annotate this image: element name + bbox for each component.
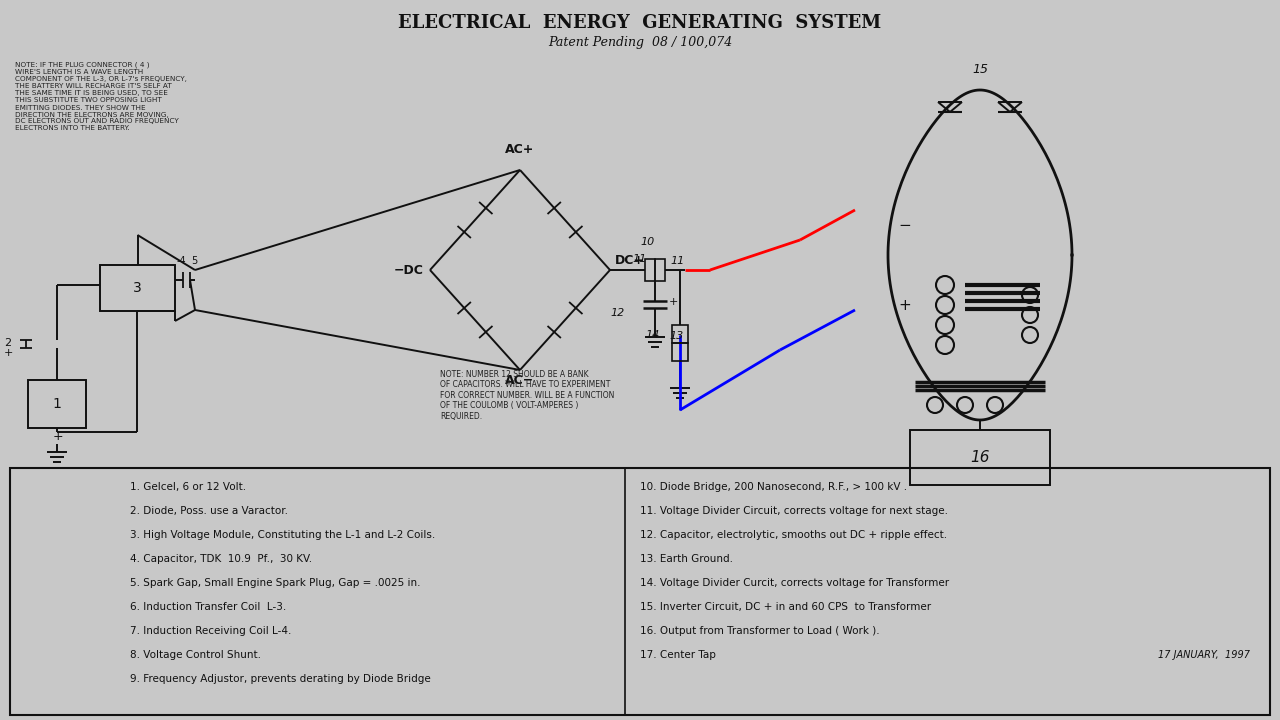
Text: 2: 2 xyxy=(4,338,12,348)
Text: +: + xyxy=(899,297,911,312)
Text: 13. Earth Ground.: 13. Earth Ground. xyxy=(640,554,733,564)
Text: 12. Capacitor, electrolytic, smooths out DC + ripple effect.: 12. Capacitor, electrolytic, smooths out… xyxy=(640,530,947,540)
Text: +: + xyxy=(4,348,13,358)
Bar xyxy=(672,325,689,343)
Text: +: + xyxy=(52,430,64,443)
Text: 12: 12 xyxy=(611,308,625,318)
Text: 11. Voltage Divider Circuit, corrects voltage for next stage.: 11. Voltage Divider Circuit, corrects vo… xyxy=(640,506,948,516)
Bar xyxy=(28,380,86,428)
Text: 8. Voltage Control Shunt.: 8. Voltage Control Shunt. xyxy=(131,650,261,660)
Bar xyxy=(655,259,666,281)
Text: AC−: AC− xyxy=(506,374,535,387)
Text: 7. Induction Receiving Coil L-4.: 7. Induction Receiving Coil L-4. xyxy=(131,626,292,636)
Text: 16. Output from Transformer to Load ( Work ).: 16. Output from Transformer to Load ( Wo… xyxy=(640,626,879,636)
Text: 10. Diode Bridge, 200 Nanosecond, R.F., > 100 kV .: 10. Diode Bridge, 200 Nanosecond, R.F., … xyxy=(640,482,908,492)
Text: 17 JANUARY,  1997: 17 JANUARY, 1997 xyxy=(1158,650,1251,660)
Text: DC+: DC+ xyxy=(614,254,645,267)
Text: 16: 16 xyxy=(970,450,989,465)
Text: 17. Center Tap: 17. Center Tap xyxy=(640,650,716,660)
Text: 5: 5 xyxy=(191,256,197,266)
Text: Patent Pending  08 / 100,074: Patent Pending 08 / 100,074 xyxy=(548,36,732,49)
Text: 6. Induction Transfer Coil  L-3.: 6. Induction Transfer Coil L-3. xyxy=(131,602,287,612)
Text: 3: 3 xyxy=(133,281,142,295)
Text: -4: -4 xyxy=(177,256,187,266)
Text: 4. Capacitor, TDK  10.9  Pf.,  30 KV.: 4. Capacitor, TDK 10.9 Pf., 30 KV. xyxy=(131,554,312,564)
Text: 5. Spark Gap, Small Engine Spark Plug, Gap = .0025 in.: 5. Spark Gap, Small Engine Spark Plug, G… xyxy=(131,578,421,588)
Text: 10: 10 xyxy=(640,237,654,247)
Text: 13: 13 xyxy=(669,331,684,341)
Text: NOTE: IF THE PLUG CONNECTOR ( 4 )
WIRE'S LENGTH IS A WAVE LENGTH
COMPONENT OF TH: NOTE: IF THE PLUG CONNECTOR ( 4 ) WIRE'S… xyxy=(15,62,187,132)
Text: 1: 1 xyxy=(52,397,61,411)
Text: 2. Diode, Poss. use a Varactor.: 2. Diode, Poss. use a Varactor. xyxy=(131,506,288,516)
Text: NOTE: NUMBER 12 SHOULD BE A BANK
OF CAPACITORS. WILL HAVE TO EXPERIMENT
FOR CORR: NOTE: NUMBER 12 SHOULD BE A BANK OF CAPA… xyxy=(440,370,614,420)
Text: 14. Voltage Divider Curcit, corrects voltage for Transformer: 14. Voltage Divider Curcit, corrects vol… xyxy=(640,578,950,588)
Bar xyxy=(672,343,689,361)
Text: 1. Gelcel, 6 or 12 Volt.: 1. Gelcel, 6 or 12 Volt. xyxy=(131,482,246,492)
Text: ELECTRICAL  ENERGY  GENERATING  SYSTEM: ELECTRICAL ENERGY GENERATING SYSTEM xyxy=(398,14,882,32)
Text: 11: 11 xyxy=(632,254,646,264)
Text: −: − xyxy=(899,217,911,233)
Text: 14: 14 xyxy=(645,330,660,340)
Bar xyxy=(910,430,1050,485)
Bar xyxy=(645,259,655,281)
Text: +: + xyxy=(669,297,678,307)
Text: 3. High Voltage Module, Constituting the L-1 and L-2 Coils.: 3. High Voltage Module, Constituting the… xyxy=(131,530,435,540)
Text: 9. Frequency Adjustor, prevents derating by Diode Bridge: 9. Frequency Adjustor, prevents derating… xyxy=(131,674,431,684)
Bar xyxy=(10,468,1270,715)
Text: −DC: −DC xyxy=(394,264,424,276)
Bar xyxy=(100,265,175,311)
Text: 11: 11 xyxy=(669,256,685,266)
Text: 15. Inverter Circuit, DC + in and 60 CPS  to Transformer: 15. Inverter Circuit, DC + in and 60 CPS… xyxy=(640,602,931,612)
Text: AC+: AC+ xyxy=(506,143,535,156)
Text: 15: 15 xyxy=(972,63,988,76)
